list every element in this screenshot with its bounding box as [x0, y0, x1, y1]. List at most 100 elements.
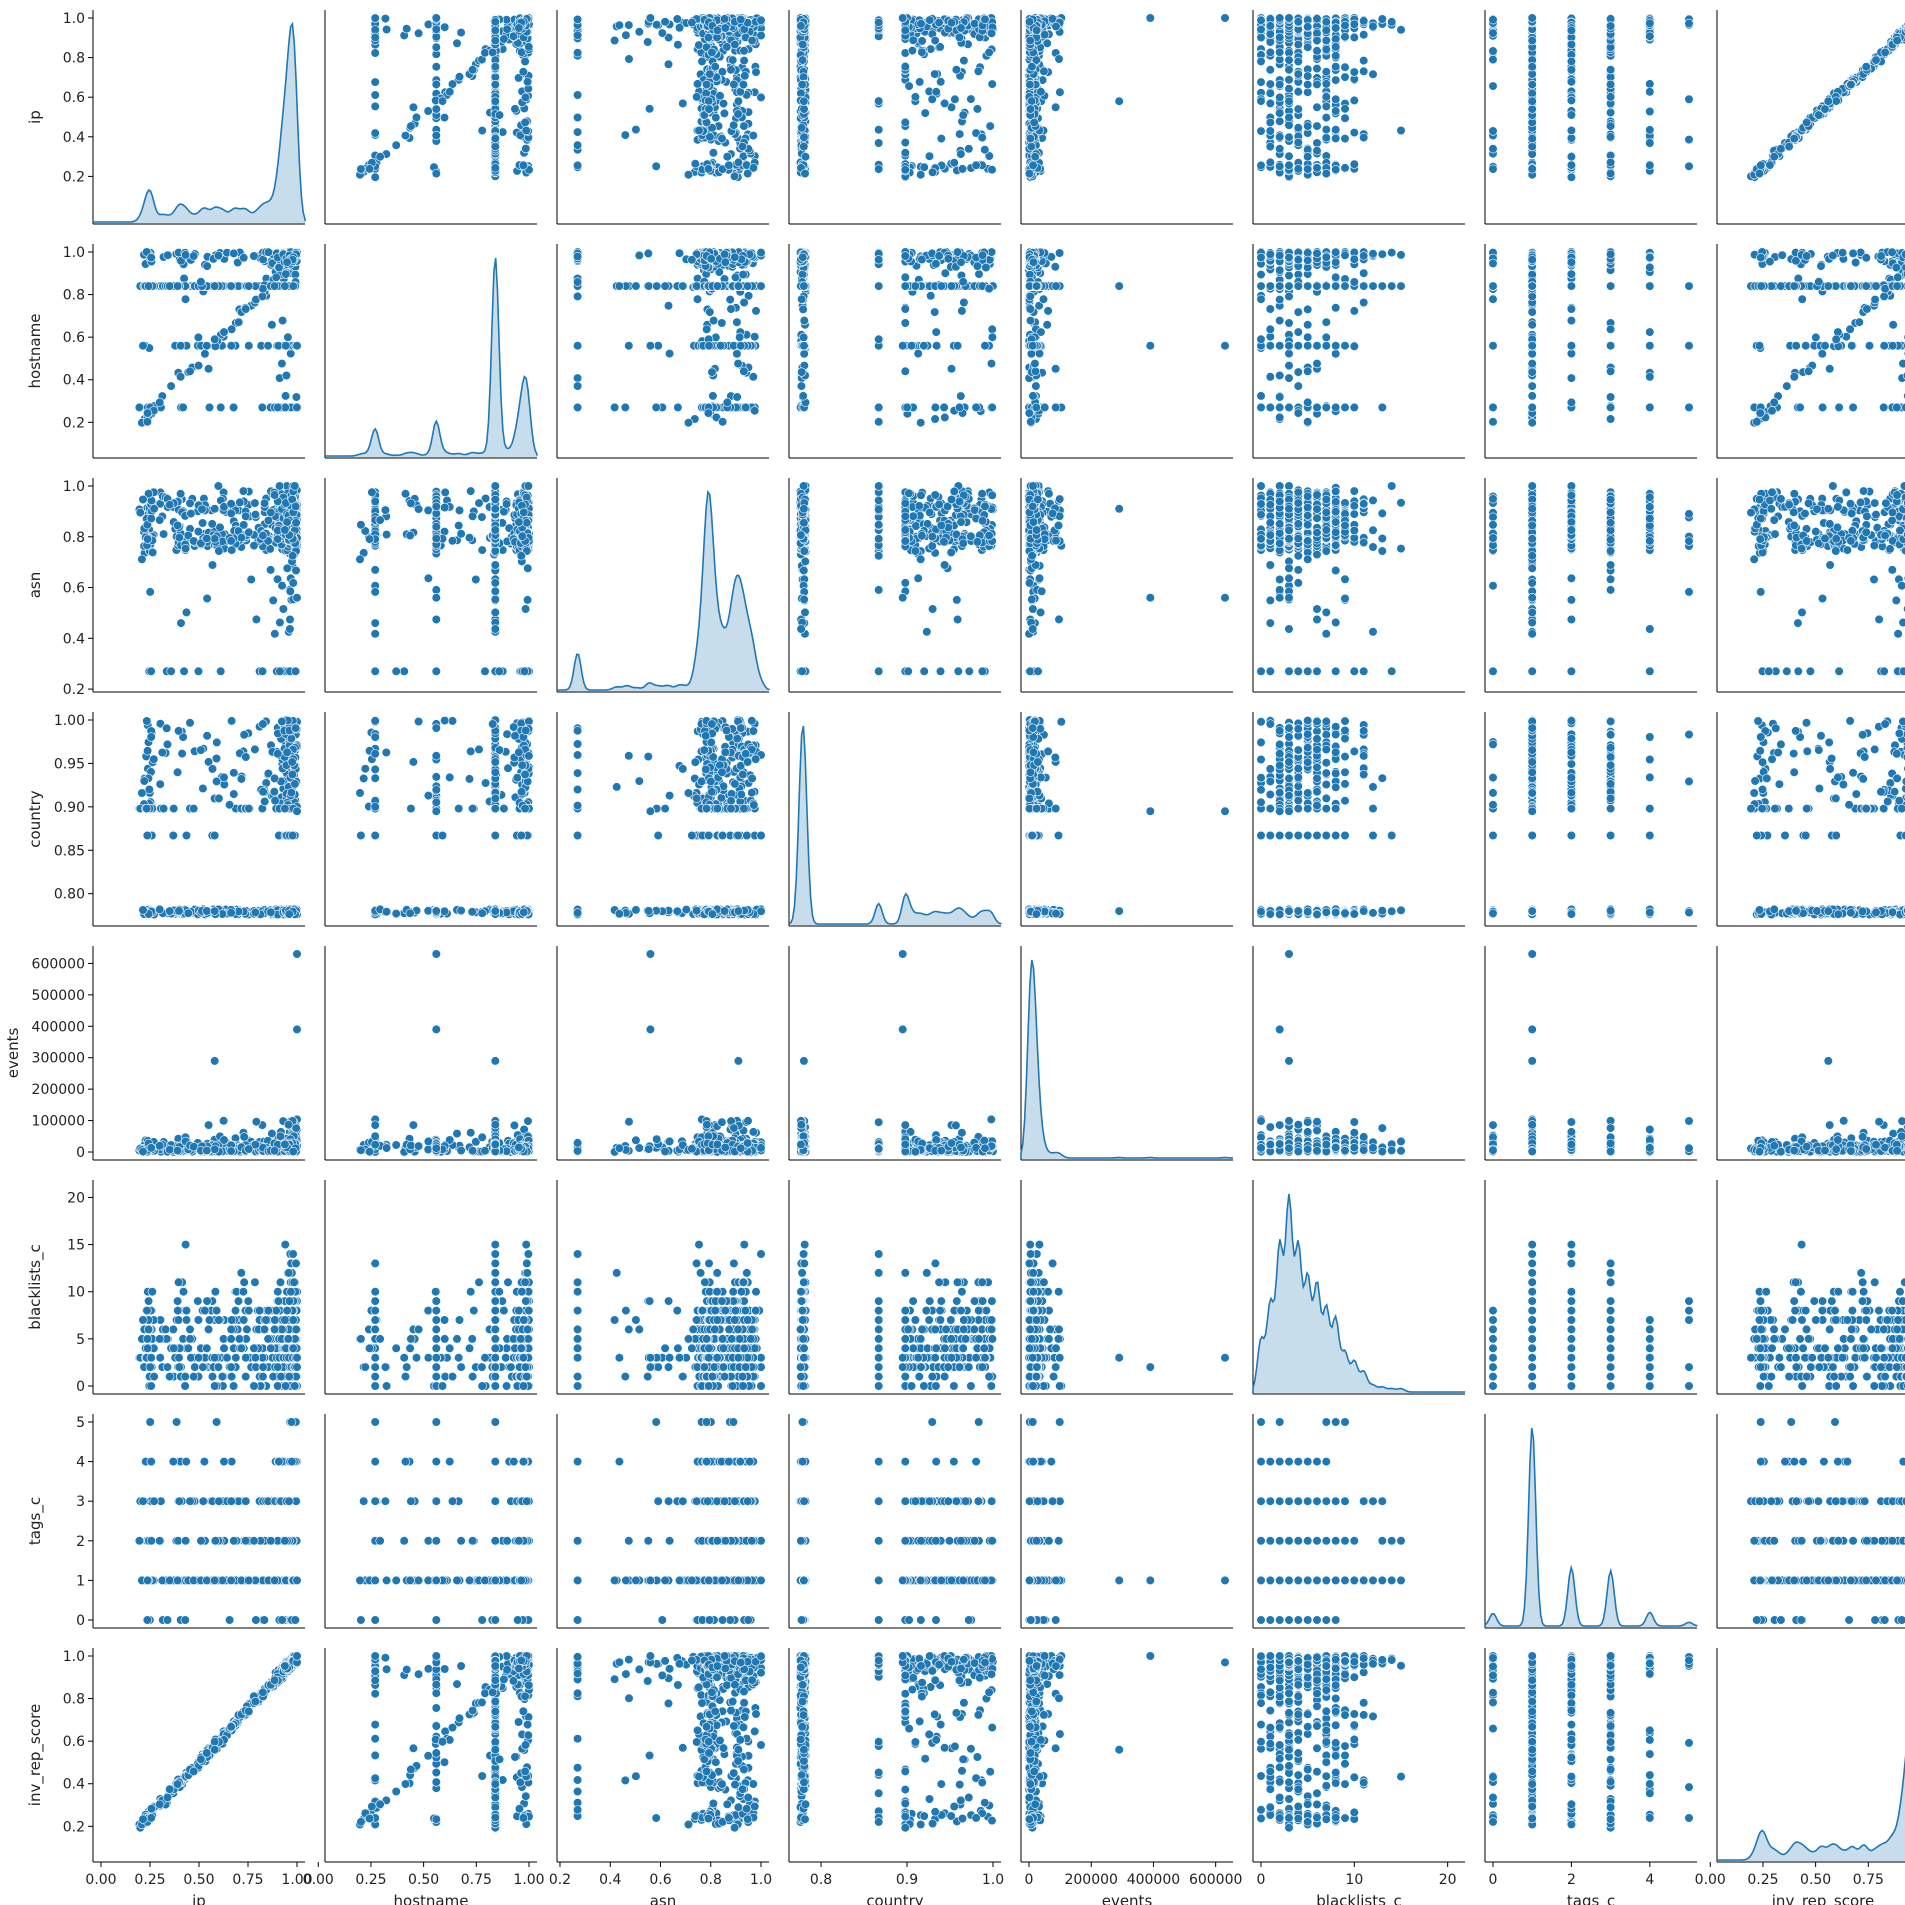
scatter-point: [1685, 135, 1694, 144]
scatter-point: [1489, 29, 1498, 38]
scatter-point: [1322, 102, 1331, 111]
scatter-point: [1397, 126, 1406, 135]
scatter-point: [1037, 88, 1046, 97]
scatter-point: [1313, 47, 1322, 56]
panel-ip-vs-hostname: [325, 10, 537, 224]
scatter-point: [1489, 47, 1498, 56]
scatter-point: [1028, 62, 1037, 71]
scatter-point: [1322, 18, 1331, 27]
scatter-point: [909, 36, 918, 45]
scatter-point: [930, 70, 939, 79]
scatter-point: [438, 97, 447, 106]
scatter-points: [573, 14, 765, 182]
scatter-point: [1646, 19, 1655, 28]
scatter-point: [1257, 25, 1266, 34]
scatter-point: [1275, 162, 1284, 171]
scatter-point: [730, 80, 739, 89]
scatter-point: [737, 15, 746, 24]
scatter-point: [1056, 88, 1065, 97]
scatter-point: [234, 318, 243, 327]
scatter-point: [752, 68, 761, 77]
scatter-point: [1881, 48, 1890, 57]
scatter-point: [491, 36, 500, 45]
scatter-point: [704, 165, 713, 174]
scatter-point: [1528, 80, 1537, 89]
scatter-point: [392, 141, 401, 150]
scatter-point: [1567, 57, 1576, 66]
scatter-point: [1294, 165, 1303, 174]
scatter-point: [440, 23, 449, 32]
scatter-point: [1303, 80, 1312, 89]
scatter-point: [495, 111, 504, 120]
scatter-point: [1802, 118, 1811, 127]
scatter-point: [959, 111, 968, 120]
scatter-point: [1266, 22, 1275, 31]
scatter-point: [797, 22, 806, 31]
scatter-point: [901, 149, 910, 158]
scatter-point: [1646, 32, 1655, 41]
scatter-point: [661, 18, 670, 27]
scatter-point: [1331, 165, 1340, 174]
scatter-point: [1275, 117, 1284, 126]
scatter-point: [1350, 96, 1359, 105]
scatter-point: [573, 141, 582, 150]
scatter-point: [1489, 55, 1498, 64]
scatter-point: [488, 48, 497, 57]
scatter-point: [432, 14, 441, 23]
scatter-point: [1331, 125, 1340, 134]
scatter-point: [455, 73, 464, 82]
scatter-point: [688, 18, 697, 27]
scatter-point: [491, 164, 500, 173]
scatter-point: [1331, 35, 1340, 44]
scatter-point: [1275, 48, 1284, 57]
scatter-point: [491, 62, 500, 71]
scatter-point: [500, 35, 509, 44]
scatter-point: [1313, 164, 1322, 173]
scatter-point: [1350, 128, 1359, 137]
scatter-point: [1322, 45, 1331, 54]
scatter-point: [1489, 82, 1498, 91]
scatter-point: [1303, 23, 1312, 32]
scatter-point: [1646, 80, 1655, 89]
scatter-point: [1266, 30, 1275, 39]
scatter-point: [988, 165, 997, 174]
scatter-point: [1285, 161, 1294, 170]
scatter-point: [702, 80, 711, 89]
scatter-point: [901, 138, 910, 147]
scatter-point: [440, 113, 449, 122]
scatter-point: [1313, 122, 1322, 131]
scatter-point: [748, 36, 757, 45]
scatter-points: [1025, 14, 1230, 182]
scatter-point: [740, 56, 749, 65]
scatter-point: [1489, 165, 1498, 174]
scatter-point: [521, 93, 530, 102]
scatter-point: [727, 66, 736, 75]
scatter-point: [1350, 20, 1359, 29]
scatter-point: [646, 14, 655, 23]
scatter-point: [730, 172, 739, 181]
scatter-point: [874, 18, 883, 27]
scatter-point: [749, 131, 758, 140]
scatter-point: [1378, 15, 1387, 24]
scatter-point: [1257, 127, 1266, 136]
scatter-point: [725, 161, 734, 170]
scatter-point: [972, 161, 981, 170]
scatter-point: [448, 80, 457, 89]
scatter-point: [1313, 14, 1322, 23]
scatter-point: [491, 26, 500, 35]
scatter-point: [1266, 48, 1275, 57]
scatter-point: [981, 145, 990, 154]
scatter-point: [987, 29, 996, 38]
scatter-point: [1341, 63, 1350, 72]
scatter-point: [706, 133, 715, 142]
scatter-point: [1285, 76, 1294, 85]
scatter-point: [1341, 134, 1350, 143]
scatter-point: [522, 144, 531, 153]
scatter-point: [704, 97, 713, 106]
scatter-point: [1146, 14, 1155, 23]
scatter-point: [709, 149, 718, 158]
scatter-point: [1757, 161, 1766, 170]
scatter-point: [1266, 158, 1275, 167]
scatter-point: [1770, 152, 1779, 161]
scatter-point: [1031, 152, 1040, 161]
